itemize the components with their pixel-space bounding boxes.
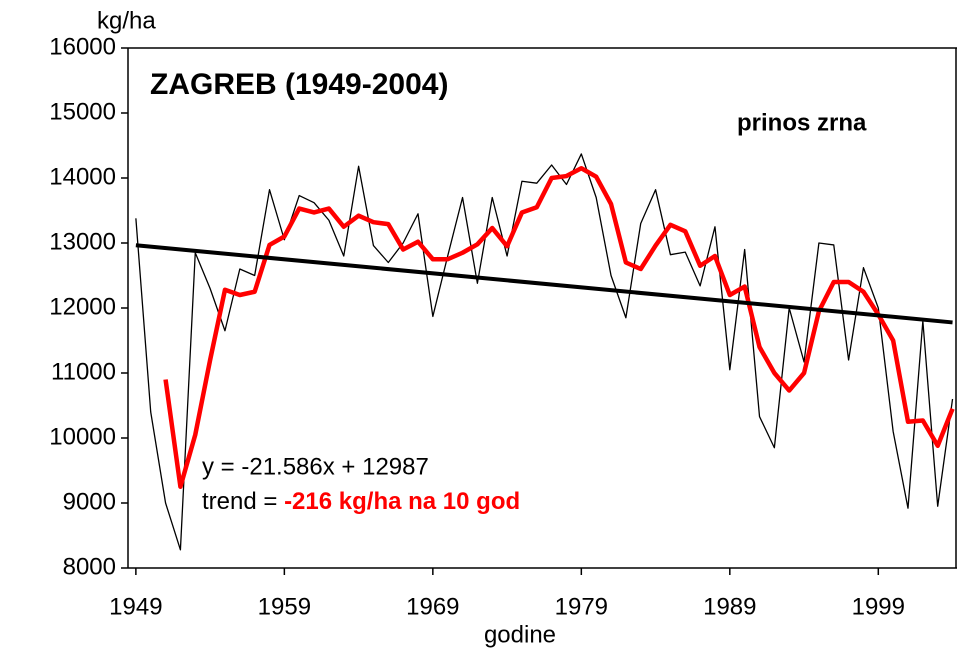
y-tick-label: 11000 bbox=[51, 358, 116, 385]
trend-text: trend = -216 kg/ha na 10 god bbox=[202, 488, 520, 515]
series-line bbox=[163, 166, 955, 489]
equation: y = -21.586x + 12987 bbox=[202, 453, 429, 480]
y-tick-label: 16000 bbox=[49, 33, 116, 60]
annotation: prinos zrna bbox=[737, 109, 867, 136]
x-tick-label: 1979 bbox=[555, 593, 608, 620]
y-tick-label: 15000 bbox=[49, 98, 116, 125]
x-tick-label: 1949 bbox=[109, 593, 162, 620]
x-tick-label: 1969 bbox=[406, 593, 459, 620]
x-tick-label: 1959 bbox=[258, 593, 311, 620]
trend-value: -216 kg/ha na 10 god bbox=[284, 488, 520, 515]
y-tick-label: 9000 bbox=[63, 488, 116, 515]
series-line bbox=[135, 153, 954, 551]
x-tick-label: 1999 bbox=[852, 593, 905, 620]
trend-label: trend = bbox=[202, 488, 284, 515]
series-line bbox=[135, 243, 953, 325]
chart-title: ZAGREB (1949-2004) bbox=[150, 68, 448, 101]
y-axis-label: kg/ha bbox=[97, 7, 156, 34]
x-tick-label: 1989 bbox=[703, 593, 756, 620]
y-tick-label: 8000 bbox=[63, 553, 116, 580]
y-tick-label: 14000 bbox=[49, 163, 116, 190]
y-tick-label: 13000 bbox=[49, 228, 116, 255]
y-tick-label: 12000 bbox=[49, 293, 116, 320]
x-axis-label: godine bbox=[484, 621, 556, 648]
y-tick-label: 10000 bbox=[49, 423, 116, 450]
